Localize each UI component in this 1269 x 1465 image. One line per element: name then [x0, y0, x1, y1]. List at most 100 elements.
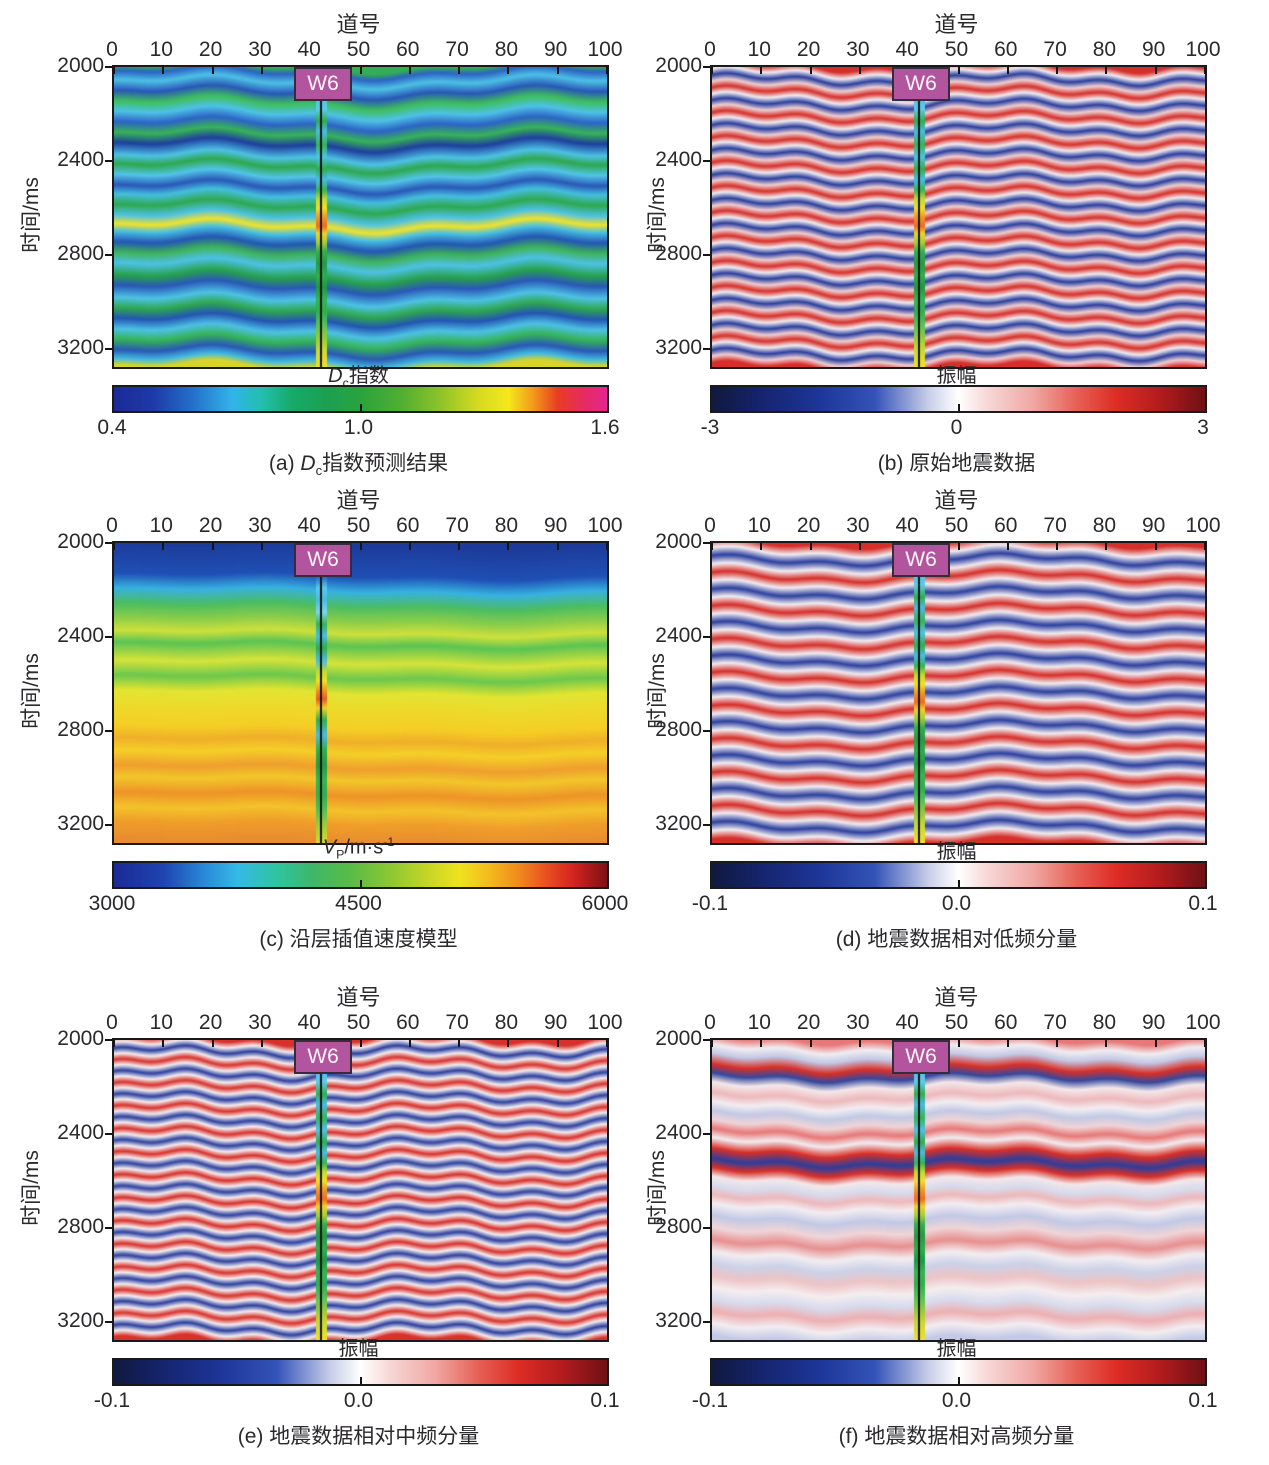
y-tick-label: 3200: [655, 336, 702, 359]
x-tick-label: 100: [587, 38, 623, 61]
x-tick-label: 10: [149, 514, 173, 537]
colorbar-tick-labels: -0.1 0.0 0.1: [94, 1389, 620, 1413]
y-tick-label: 2000: [57, 54, 104, 77]
x-tick-label: 40: [895, 514, 919, 537]
heatmap-plot: W6: [105, 65, 609, 369]
x-tick-label: 50: [346, 1011, 371, 1034]
x-tick-label: 80: [1092, 514, 1117, 537]
y-axis-tick-labels: 2000 2400 2800 3200: [0, 1027, 104, 1338]
y-tick-label: 2400: [57, 147, 104, 171]
colorbar-tick-min: -0.1: [93, 1389, 131, 1412]
x-tick-label: 60: [396, 1011, 420, 1034]
x-tick-label: 70: [445, 1011, 469, 1034]
colorbar-tick-min: 3000: [88, 892, 136, 915]
y-tick-mark: [105, 348, 112, 350]
y-axis-tick-labels: 2000 2400 2800 3200: [635, 530, 702, 841]
panel-c: 道号 0 10 20 30 40 50 60 70 80 90 100 时间/ms 2000 2400…: [0, 483, 634, 969]
panel-e: 道号 0 10 20 30 40 50 60 70 80 90 100 时间/ms 2000 2400…: [0, 980, 634, 1465]
colorbar-tick-mid: 0.0: [941, 1389, 972, 1412]
x-tick-label: 50: [346, 514, 371, 537]
x-axis-tick-labels: 0 10 20 30 40 50 60 70 80 90 100: [106, 1011, 622, 1035]
x-tick-label: 60: [994, 514, 1018, 537]
y-tick-mark: [703, 1321, 710, 1323]
y-tick-mark: [105, 159, 112, 162]
x-tick-label: 90: [544, 38, 568, 61]
y-tick-mark: [105, 824, 112, 826]
x-tick-label: 90: [1142, 38, 1166, 61]
colorbar-tick-min: -0.1: [691, 892, 729, 915]
y-tick-mark: [703, 635, 710, 638]
x-tick-label: 100: [587, 514, 623, 537]
x-tick-label: 50: [346, 38, 371, 61]
x-tick-label: 50: [944, 514, 969, 537]
x-tick-label: 30: [248, 514, 272, 537]
x-tick-label: 30: [846, 38, 870, 61]
y-tick-label: 2000: [57, 530, 104, 553]
colorbar-center-tick: [957, 404, 960, 411]
x-tick-label: 20: [198, 514, 223, 537]
colorbar: [710, 385, 1207, 413]
x-tick-label: 40: [297, 38, 321, 61]
y-tick-label: 2000: [655, 54, 702, 77]
well-marker-w6: W6: [294, 67, 353, 101]
panel-caption: (b) 原始地震数据: [877, 452, 1036, 475]
colorbar-center-tick: [359, 404, 362, 411]
colorbar-tick-min: -3: [700, 416, 720, 439]
colorbar-tick-mid: 1.0: [343, 416, 374, 439]
x-tick-label: 0: [106, 38, 118, 61]
x-tick-label: 20: [198, 38, 223, 61]
y-tick-label: 2400: [57, 1120, 104, 1144]
colorbar: [710, 1358, 1207, 1386]
y-tick-mark: [703, 824, 710, 826]
y-tick-mark: [105, 1132, 112, 1135]
seismic-section-canvas: [712, 67, 1205, 367]
x-tick-label: 0: [106, 514, 118, 537]
x-tick-label: 50: [944, 38, 969, 61]
y-tick-mark: [703, 1227, 710, 1229]
y-tick-label: 2800: [655, 718, 702, 741]
y-tick-label: 2400: [57, 623, 104, 647]
colorbar-title: 振幅: [936, 1338, 977, 1360]
colorbar-tick-min: -0.1: [691, 1389, 729, 1412]
x-tick-label: 100: [587, 1011, 623, 1034]
x-tick-label: 10: [747, 38, 771, 61]
x-tick-label: 40: [895, 38, 919, 61]
x-tick-label: 0: [704, 1011, 716, 1034]
y-tick-label: 2000: [655, 1027, 702, 1050]
y-tick-mark: [105, 730, 112, 732]
seismic-section-canvas: [114, 67, 607, 367]
seismic-section-canvas: [712, 543, 1205, 843]
y-tick-mark: [703, 348, 710, 350]
y-tick-label: 2000: [57, 1027, 104, 1050]
y-tick-mark: [703, 542, 710, 544]
y-tick-mark: [105, 66, 112, 68]
panel-f: 道号 0 10 20 30 40 50 60 70 80 90 100 时间/ms 2000 2400…: [635, 980, 1269, 1465]
x-tick-label: 70: [1043, 514, 1067, 537]
x-tick-label: 100: [1185, 514, 1221, 537]
y-tick-label: 2400: [655, 1120, 702, 1144]
x-tick-label: 10: [747, 1011, 771, 1034]
x-axis-title: 道号: [934, 488, 979, 513]
colorbar-tick-max: 1.6: [590, 416, 620, 439]
x-axis-title: 道号: [336, 985, 381, 1010]
x-tick-label: 0: [704, 38, 716, 61]
y-tick-mark: [105, 635, 112, 638]
y-tick-mark: [703, 1132, 710, 1135]
y-tick-mark: [703, 254, 710, 256]
x-tick-label: 100: [1185, 38, 1221, 61]
x-tick-label: 90: [544, 514, 568, 537]
well-marker-w6: W6: [892, 67, 951, 101]
well-marker-w6: W6: [294, 1040, 353, 1074]
x-tick-label: 30: [846, 514, 870, 537]
y-tick-label: 3200: [57, 336, 104, 359]
colorbar-center-tick: [957, 880, 960, 887]
x-tick-label: 20: [796, 38, 821, 61]
y-tick-mark: [105, 1321, 112, 1323]
x-tick-label: 10: [149, 38, 173, 61]
x-axis-tick-labels: 0 10 20 30 40 50 60 70 80 90 100: [704, 1011, 1220, 1035]
panel-caption: (f) 地震数据相对高频分量: [838, 1425, 1075, 1448]
colorbar-center-tick: [957, 1377, 960, 1384]
y-tick-label: 3200: [655, 1309, 702, 1332]
panel-caption: (e) 地震数据相对中频分量: [237, 1425, 480, 1448]
x-tick-label: 100: [1185, 1011, 1221, 1034]
